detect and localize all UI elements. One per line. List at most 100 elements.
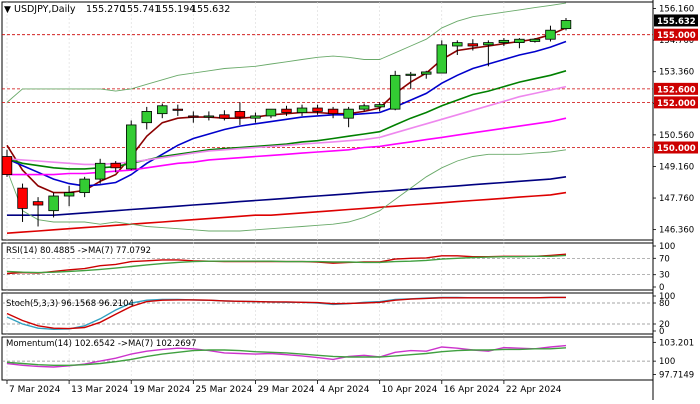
y-tick-label: 149.160 [659,162,694,172]
candle-body-bull [405,73,416,76]
momentum-panel-label: Momentum(14) 102.6542 ->MA(7) 102.2697 [6,339,196,349]
candle [141,106,152,130]
x-tick-label: 22 Apr 2024 [506,385,562,395]
price-tag-box [654,14,698,27]
indicator-tick-label: 103.201 [659,338,694,348]
candle-body-bull [452,42,463,47]
y-tick-label: 147.760 [659,194,694,204]
header-arrow-icon: ▼ [4,5,11,15]
ohlc-low: 155.194 [156,4,195,15]
price-tag-label: 150.000 [657,144,696,154]
candle [529,38,541,43]
indicator-series-line [6,296,566,330]
candle [281,105,292,116]
candle [545,25,556,42]
candle-body-bull [157,105,168,115]
candle [358,103,370,112]
candle [1,149,13,177]
candle [219,110,230,121]
candle [234,102,246,125]
price-tag-box [654,28,698,41]
indicator-tick-label: 30 [659,271,670,281]
candle [327,106,339,119]
candle-body-bull [250,115,261,119]
price-tag-label: 152.000 [657,99,696,109]
y-tick-label: 150.560 [659,131,694,141]
candle-layer [1,17,572,227]
candle-body-bull [126,124,137,170]
price-tag-box [654,96,698,109]
candle [389,70,401,111]
candle [265,108,277,119]
y-tick-label: 154.760 [659,36,694,46]
price-tag-box [654,141,698,154]
candle-body-bear [188,115,199,118]
overlay-series-line [6,40,567,187]
candle [203,111,215,121]
candle-body-bull [483,42,494,46]
x-tick-label: 4 Apr 2024 [320,385,370,395]
candle-body-bull [389,74,401,110]
overlay-series-line [6,149,567,232]
x-tick-label: 10 Apr 2024 [382,385,438,395]
price-tag-label: 155.000 [657,31,696,41]
candle-body-bull [79,178,90,194]
candle [483,40,494,67]
candle [421,70,432,79]
candle-body-bull [514,38,525,44]
indicator-tick-label: 100 [659,357,675,367]
candle [110,161,121,173]
candle [296,104,308,116]
candle-body-bear [17,187,28,209]
candle-body-bull [265,108,277,117]
candle-body-bear [234,111,246,118]
stoch-panel-label: Stoch(5,3,3) 96.1568 96.2104 [6,299,134,309]
price-tag-box [654,82,698,95]
candle-body-bull [436,44,447,74]
ohlc-close: 155.632 [191,4,230,15]
x-tick-label: 16 Apr 2024 [444,385,500,395]
overlay-series-line [6,2,567,103]
candle [560,17,572,31]
candle [63,185,75,207]
candle-body-bull [421,71,432,75]
candle-body-bull [358,105,370,110]
candle [48,192,59,218]
candle [94,158,106,184]
candle [79,176,90,198]
x-tick-label: 7 Mar 2024 [9,385,61,395]
candle-body-bull [63,192,75,197]
candle-body-bull [545,29,556,40]
candle [467,39,479,51]
candle-body-bull [203,115,215,118]
ohlc-high: 155.741 [121,4,160,15]
candle [436,40,447,74]
overlay-series-line [7,176,567,216]
candle-body-bear [1,156,13,175]
indicator-layer [6,253,567,368]
candle [374,102,385,112]
price-tag-label: 155.632 [657,17,696,27]
candle-body-bull [560,20,572,30]
candle [405,71,416,89]
candle [514,38,525,49]
x-tick-label: 19 Mar 2024 [133,385,190,395]
chart-header: ▼ USDJPY,Daily 155.270 155.741 155.194 1… [4,4,230,15]
candle [312,104,323,115]
candle [172,104,184,116]
candle-body-bull [141,111,152,124]
overlay-layer [6,2,567,234]
candle-body-bull [296,107,308,113]
candle-body-bull [94,162,106,180]
grid-layer [2,2,653,380]
indicator-tick-label: 0 [659,327,664,337]
indicator-tick-label: 97.7149 [659,371,694,381]
candle-body-bear [281,108,292,113]
indicator-tick-label: 100 [659,292,675,302]
candle [32,197,44,227]
axis-layer: 7 Mar 2024 13 Mar 2024 19 Mar 2024 25 Mar 2… [6,5,698,395]
y-tick-label: 153.360 [659,68,694,78]
indicator-tick-label: 20 [659,320,670,330]
